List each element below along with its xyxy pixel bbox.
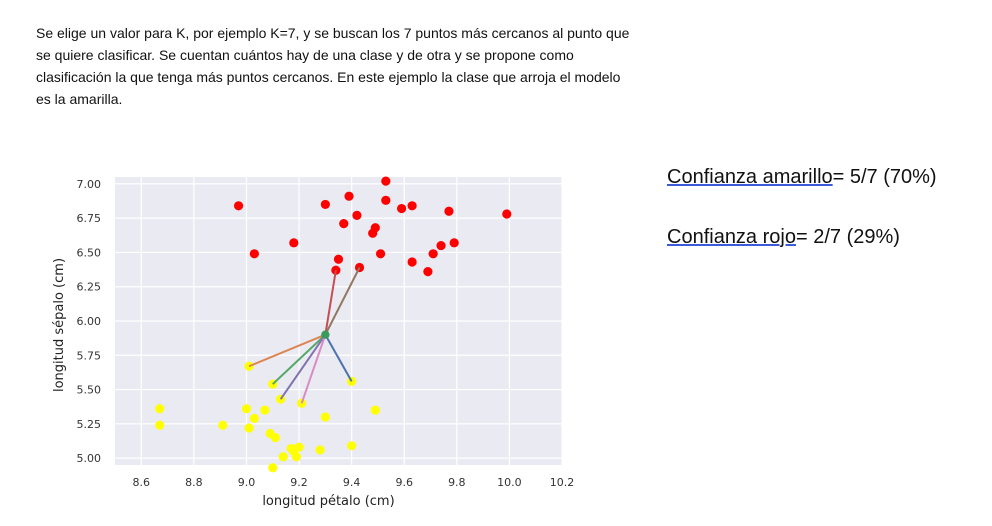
yellow-point	[370, 405, 380, 415]
x-tick-label: 9.6	[395, 476, 413, 489]
confidence-yellow: Confianza amarillo= 5/7 (70%)	[667, 166, 937, 189]
red-point	[381, 195, 391, 205]
neighbor-line	[279, 334, 327, 400]
neighbor-line	[272, 333, 327, 385]
neighbor-line	[324, 267, 361, 336]
yellow-point	[347, 441, 357, 451]
confidence-yellow-label: Confianza amarillo	[667, 166, 833, 188]
y-tick-label: 6.25	[77, 281, 102, 294]
yellow-point	[278, 452, 288, 462]
yellow-point	[315, 445, 325, 455]
red-point	[375, 249, 386, 259]
y-tick-label: 7.00	[77, 178, 102, 191]
explanation-paragraph: Se elige un valor para K, por ejemplo K=…	[36, 25, 630, 107]
red-point	[407, 201, 417, 211]
y-tick-label: 5.25	[77, 418, 102, 431]
red-point	[249, 249, 259, 259]
x-tick-label: 10.2	[550, 476, 575, 489]
x-tick-label: 10.0	[497, 476, 522, 489]
neighbor-line	[324, 270, 337, 335]
confidence-yellow-value: = 5/7 (70%)	[832, 166, 937, 188]
yellow-point	[249, 413, 259, 423]
neighbor-line	[300, 334, 327, 404]
red-point	[407, 257, 417, 267]
yellow-point	[241, 404, 252, 414]
red-point	[333, 254, 344, 264]
red-point	[436, 240, 446, 251]
confidence-red-value: = 2/7 (29%)	[795, 226, 900, 248]
yellow-point	[155, 404, 165, 414]
x-tick-label: 9.2	[290, 476, 308, 489]
yellow-point	[270, 432, 280, 443]
confidence-red: Confianza rojo= 2/7 (29%)	[667, 226, 900, 249]
yellow-point	[155, 420, 165, 430]
x-tick-label: 9.4	[343, 476, 361, 489]
yellow-point	[268, 463, 278, 473]
yellow-point	[218, 420, 228, 430]
y-tick-label: 5.75	[77, 349, 102, 362]
red-point	[320, 199, 330, 210]
red-point	[449, 238, 459, 248]
red-point	[423, 267, 433, 277]
y-tick-label: 6.50	[77, 246, 102, 259]
neighbor-line	[248, 333, 326, 368]
neighbor-line	[324, 334, 353, 382]
yellow-point	[320, 412, 330, 422]
red-point	[289, 238, 299, 248]
red-point	[370, 223, 380, 233]
y-axis-title: longitud sépalo (cm)	[52, 258, 67, 392]
red-point	[428, 249, 438, 259]
x-tick-label: 9.8	[448, 476, 466, 489]
y-tick-label: 5.00	[77, 452, 102, 465]
yellow-point	[294, 442, 304, 452]
red-point	[344, 191, 354, 201]
red-point	[352, 210, 362, 220]
x-tick-label: 8.6	[133, 476, 151, 489]
red-point	[381, 176, 391, 186]
confidence-red-label: Confianza rojo	[667, 226, 796, 248]
yellow-point	[291, 452, 302, 462]
x-axis-title: longitud pétalo (cm)	[262, 494, 394, 509]
red-point	[502, 209, 512, 219]
x-tick-label: 9.0	[238, 476, 256, 489]
red-point	[397, 203, 407, 214]
red-point	[233, 201, 244, 211]
y-tick-label: 6.75	[77, 212, 102, 225]
x-tick-label: 8.8	[185, 476, 203, 489]
y-tick-label: 6.00	[77, 315, 102, 328]
yellow-point	[260, 405, 270, 415]
yellow-point	[244, 423, 254, 433]
red-point	[444, 206, 454, 216]
y-tick-label: 5.50	[77, 384, 102, 397]
red-point	[339, 219, 349, 229]
query-point	[321, 330, 330, 339]
